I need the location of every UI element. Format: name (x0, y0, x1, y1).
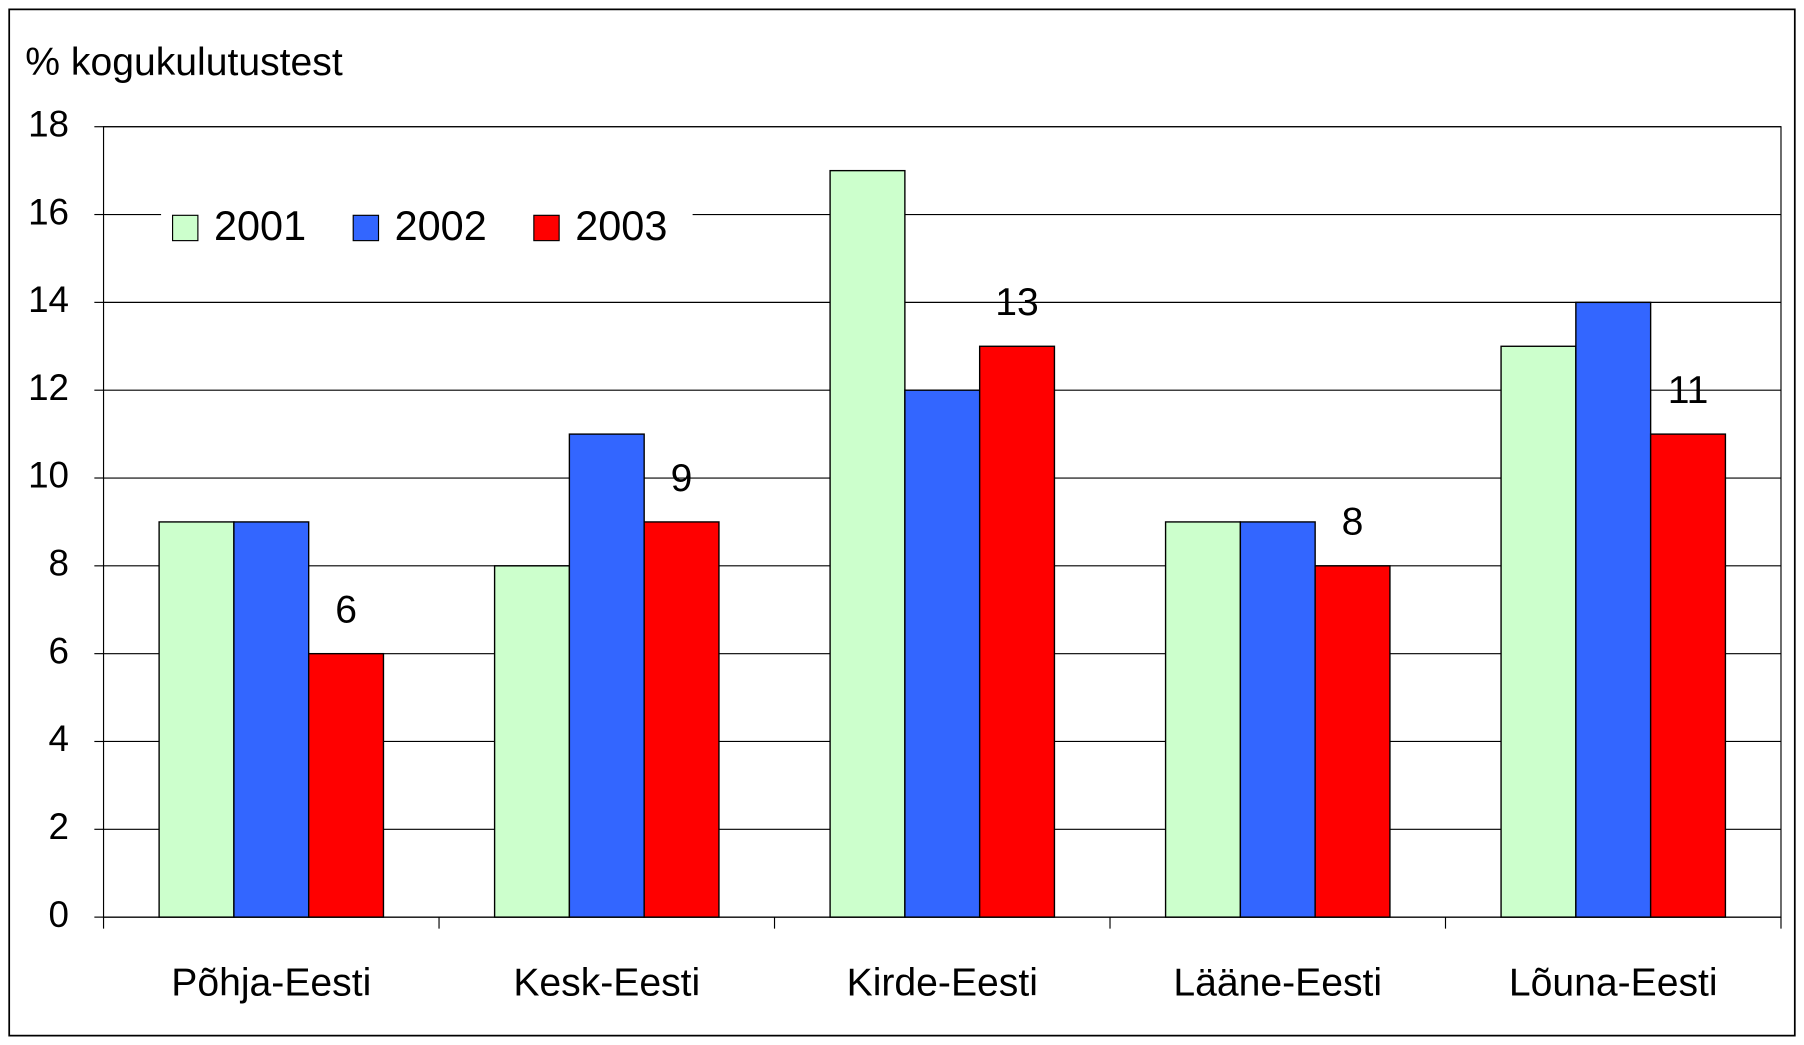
legend-label: 2001 (214, 203, 306, 249)
bar (493, 565, 571, 918)
bar (904, 389, 981, 918)
data-label: 6 (335, 589, 357, 632)
bar (643, 521, 720, 918)
data-label: 8 (1342, 501, 1364, 544)
bar (233, 521, 310, 918)
y-tick-label: 8 (49, 543, 69, 584)
bar (1649, 433, 1727, 918)
y-axis-label: % kogukulutustest (25, 41, 343, 84)
data-label: 13 (995, 281, 1039, 324)
legend-swatch (172, 214, 199, 242)
bar (1500, 345, 1577, 918)
bar (158, 521, 235, 918)
y-tick-label: 14 (28, 279, 69, 320)
bar (1164, 521, 1242, 918)
bar (1239, 521, 1316, 918)
bar (1575, 301, 1652, 918)
bar (307, 652, 385, 918)
y-tick-label: 6 (49, 630, 69, 671)
x-tick-label: Lääne-Eesti (1173, 961, 1382, 1004)
data-label: 11 (1668, 369, 1709, 412)
data-label: 9 (671, 457, 693, 500)
y-tick-label: 4 (49, 718, 69, 759)
y-tick-label: 0 (49, 894, 69, 935)
legend-label: 2002 (395, 203, 487, 249)
bar (978, 345, 1056, 918)
bar (829, 169, 906, 918)
x-tick-label: Lõuna-Eesti (1509, 961, 1718, 1004)
x-tick-label: Kirde-Eesti (847, 961, 1038, 1004)
y-tick-label: 12 (28, 367, 69, 408)
y-tick-label: 10 (28, 455, 69, 496)
bar (568, 433, 645, 918)
y-tick-label: 2 (49, 806, 69, 847)
legend-label: 2003 (575, 203, 667, 249)
legend-swatch (533, 214, 560, 242)
y-tick-label: 16 (28, 191, 69, 232)
legend-box (161, 193, 693, 261)
y-tick-label: 18 (28, 103, 69, 144)
bar (1314, 565, 1391, 918)
legend-swatch (352, 214, 380, 242)
x-tick-label: Põhja-Eesti (171, 961, 371, 1004)
x-tick-label: Kesk-Eesti (513, 961, 700, 1004)
